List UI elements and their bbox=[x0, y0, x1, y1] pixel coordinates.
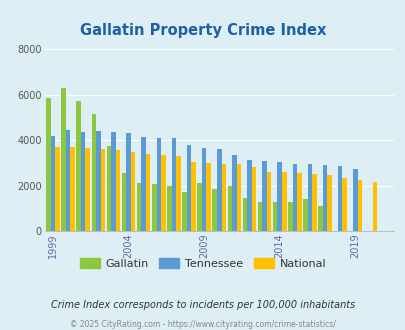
Bar bbox=[266, 172, 271, 231]
Bar bbox=[115, 150, 120, 231]
Bar bbox=[197, 183, 201, 231]
Bar bbox=[227, 185, 232, 231]
Bar bbox=[171, 138, 176, 231]
Bar bbox=[311, 174, 316, 231]
Text: Gallatin Property Crime Index: Gallatin Property Crime Index bbox=[80, 23, 325, 38]
Bar bbox=[341, 178, 346, 231]
Bar bbox=[46, 98, 51, 231]
Bar bbox=[251, 167, 256, 231]
Bar bbox=[107, 146, 111, 231]
Bar bbox=[81, 132, 85, 231]
Bar bbox=[232, 155, 236, 231]
Bar bbox=[91, 114, 96, 231]
Bar bbox=[287, 202, 292, 231]
Bar bbox=[51, 136, 55, 231]
Bar bbox=[156, 138, 161, 231]
Bar bbox=[111, 132, 115, 231]
Bar bbox=[247, 159, 251, 231]
Bar bbox=[292, 164, 296, 231]
Bar bbox=[176, 156, 180, 231]
Bar bbox=[126, 133, 130, 231]
Text: © 2025 CityRating.com - https://www.cityrating.com/crime-statistics/: © 2025 CityRating.com - https://www.city… bbox=[70, 319, 335, 329]
Bar bbox=[216, 149, 221, 231]
Bar bbox=[55, 147, 60, 231]
Bar bbox=[372, 182, 376, 231]
Bar bbox=[296, 173, 301, 231]
Bar bbox=[85, 148, 90, 231]
Bar bbox=[66, 130, 70, 231]
Bar bbox=[357, 180, 361, 231]
Bar bbox=[130, 151, 135, 231]
Bar bbox=[145, 154, 150, 231]
Bar bbox=[352, 169, 357, 231]
Bar bbox=[281, 172, 286, 231]
Bar bbox=[151, 184, 156, 231]
Bar bbox=[161, 155, 165, 231]
Bar bbox=[122, 173, 126, 231]
Bar bbox=[236, 164, 241, 231]
Bar bbox=[191, 162, 195, 231]
Bar bbox=[307, 164, 311, 231]
Bar bbox=[182, 192, 186, 231]
Bar bbox=[61, 88, 66, 231]
Bar bbox=[326, 176, 331, 231]
Bar bbox=[201, 148, 206, 231]
Text: Crime Index corresponds to incidents per 100,000 inhabitants: Crime Index corresponds to incidents per… bbox=[51, 300, 354, 310]
Bar bbox=[337, 166, 341, 231]
Bar bbox=[257, 202, 262, 231]
Bar bbox=[141, 137, 145, 231]
Bar bbox=[262, 161, 266, 231]
Bar bbox=[318, 206, 322, 231]
Bar bbox=[167, 185, 171, 231]
Bar bbox=[100, 149, 105, 231]
Bar bbox=[242, 198, 247, 231]
Bar bbox=[277, 162, 281, 231]
Bar bbox=[136, 183, 141, 231]
Bar bbox=[70, 147, 75, 231]
Bar bbox=[96, 131, 100, 231]
Bar bbox=[212, 189, 216, 231]
Bar bbox=[221, 164, 226, 231]
Legend: Gallatin, Tennessee, National: Gallatin, Tennessee, National bbox=[75, 254, 330, 273]
Bar bbox=[76, 101, 81, 231]
Bar bbox=[186, 145, 191, 231]
Bar bbox=[272, 202, 277, 231]
Bar bbox=[322, 165, 326, 231]
Bar bbox=[303, 199, 307, 231]
Bar bbox=[206, 163, 211, 231]
